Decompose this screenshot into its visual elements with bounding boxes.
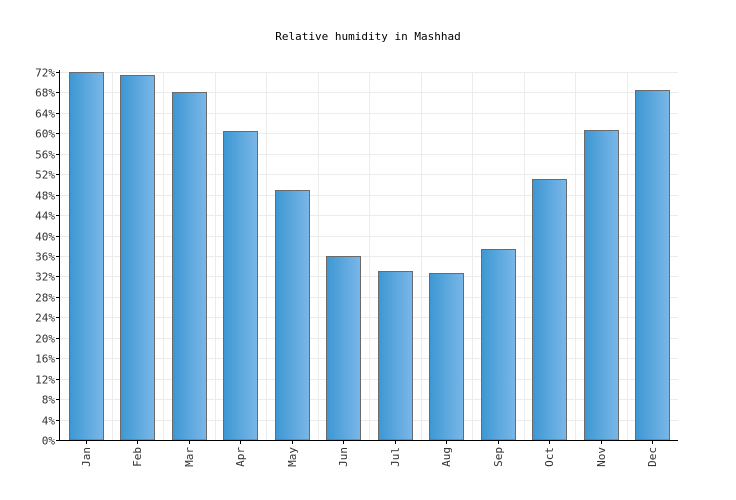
x-tick-label: Jul — [389, 447, 402, 467]
grid-lines — [60, 72, 678, 440]
x-tick-label: Oct — [543, 447, 556, 467]
y-tick-label: 24% — [35, 312, 55, 325]
y-tick-label: 4% — [42, 415, 56, 428]
y-tick-label: 40% — [35, 231, 55, 244]
bar-jan — [69, 72, 104, 441]
bar-oct — [532, 179, 567, 441]
x-tick-label: Mar — [183, 447, 196, 467]
x-tick-label: Dec — [646, 447, 659, 467]
bar-dec — [635, 90, 670, 441]
x-tick-label: Feb — [131, 447, 144, 467]
bar-feb — [120, 75, 155, 441]
chart-title: Relative humidity in Mashhad — [275, 30, 460, 43]
y-tick-label: 56% — [35, 149, 55, 162]
y-tick-label: 12% — [35, 374, 55, 387]
y-tick-label: 72% — [35, 67, 55, 80]
x-tick-label: Jun — [337, 447, 350, 467]
x-tick-label: Aug — [440, 447, 453, 467]
y-tick-label: 64% — [35, 108, 55, 121]
bar-may — [275, 190, 310, 441]
x-tick-label: Apr — [234, 447, 247, 467]
y-tick-label: 44% — [35, 210, 55, 223]
bar-apr — [223, 131, 258, 441]
x-tick-label: May — [286, 447, 299, 467]
x-tick-label: Nov — [595, 447, 608, 467]
y-tick-label: 20% — [35, 333, 55, 346]
y-tick-label: 0% — [42, 435, 56, 448]
bar-jun — [326, 256, 361, 441]
x-tick-label: Sep — [492, 447, 505, 467]
bar-aug — [429, 273, 464, 441]
x-tick-labels: Jan Feb Mar Apr May Jun Jul Aug Sep Oct Nov Dec — [80, 440, 659, 467]
y-tick-label: 52% — [35, 169, 55, 182]
bar-mar — [172, 92, 207, 441]
y-tick-label: 60% — [35, 128, 55, 141]
bars — [69, 72, 670, 441]
y-tick-label: 68% — [35, 87, 55, 100]
y-tick-label: 36% — [35, 251, 55, 264]
y-tick-label: 28% — [35, 292, 55, 305]
y-tick-labels: 0% 4% 8% 12% 16% 20% 24% 28% 32% 36% 40% 44% 48% 52% 5… — [35, 67, 60, 448]
y-tick-label: 48% — [35, 190, 55, 203]
bar-sep — [481, 249, 516, 441]
x-tick-label: Jan — [80, 447, 93, 467]
bar-nov — [584, 130, 619, 441]
y-tick-label: 8% — [42, 394, 56, 407]
y-tick-label: 32% — [35, 271, 55, 284]
y-tick-label: 16% — [35, 353, 55, 366]
bar-jul — [378, 271, 413, 441]
